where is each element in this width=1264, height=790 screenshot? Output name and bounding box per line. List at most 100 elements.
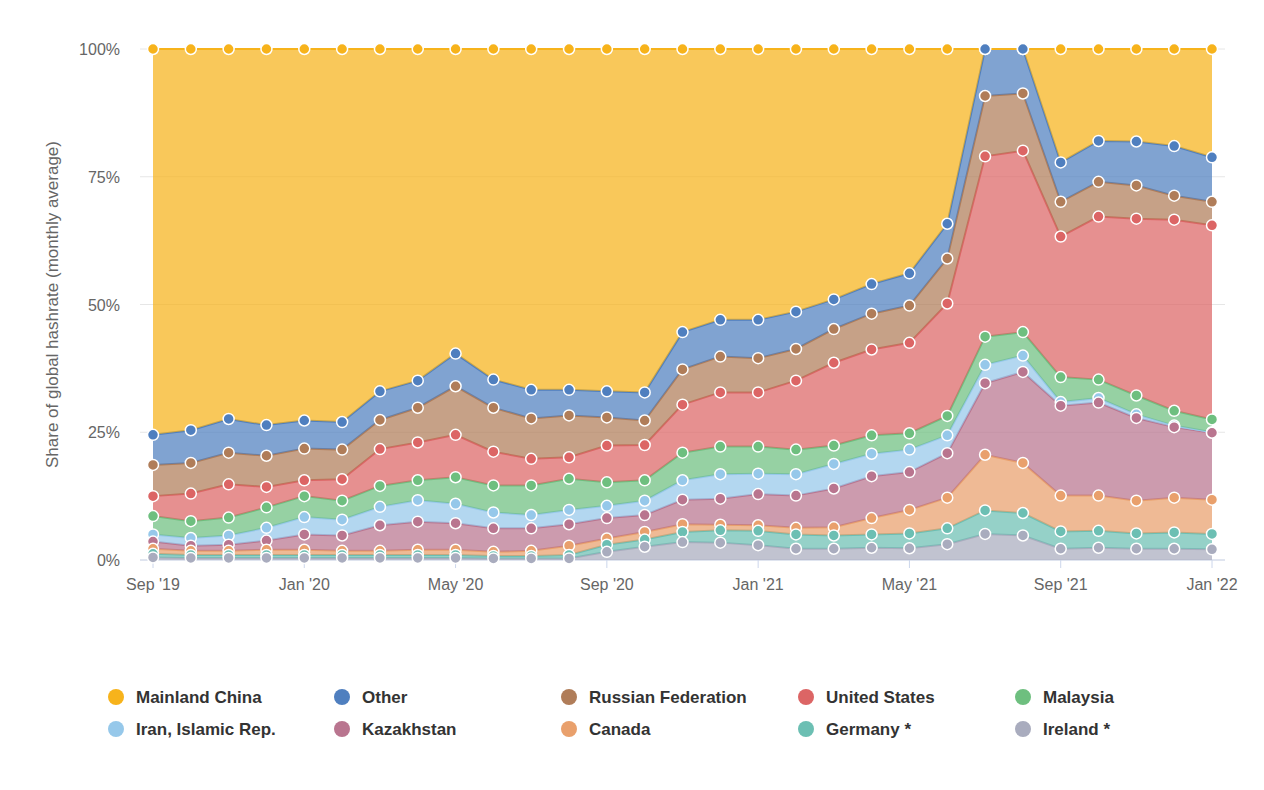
marker [526, 523, 537, 534]
marker [866, 513, 877, 524]
legend-label: Ireland * [1043, 720, 1110, 739]
marker [639, 44, 650, 55]
plot-area [148, 44, 1218, 564]
marker [639, 475, 650, 486]
marker [564, 384, 575, 395]
marker [337, 417, 348, 428]
marker [488, 523, 499, 534]
legend-label: Germany * [826, 720, 911, 739]
marker [753, 525, 764, 536]
marker [148, 429, 159, 440]
marker [677, 44, 688, 55]
x-tick [1212, 560, 1213, 568]
marker [450, 552, 461, 563]
marker [374, 414, 385, 425]
marker [980, 505, 991, 516]
marker [1207, 427, 1218, 438]
marker [790, 375, 801, 386]
marker [601, 386, 612, 397]
marker [488, 44, 499, 55]
marker [715, 387, 726, 398]
marker [1169, 44, 1180, 55]
marker [526, 480, 537, 491]
marker [1207, 494, 1218, 505]
x-tick [758, 560, 759, 568]
marker [148, 552, 159, 563]
legend-item[interactable]: Malaysia [1015, 688, 1114, 707]
markers [148, 145, 1218, 501]
marker [374, 552, 385, 563]
marker [185, 457, 196, 468]
marker [1093, 44, 1104, 55]
legend-item[interactable]: Kazakhstan [334, 720, 456, 739]
legend-label: Other [362, 688, 408, 707]
marker [412, 552, 423, 563]
marker [1169, 190, 1180, 201]
y-tick-label: 50% [88, 297, 120, 314]
marker [450, 498, 461, 509]
marker [1131, 180, 1142, 191]
markers [148, 350, 1218, 543]
y-axis-title: Share of global hashrate (monthly averag… [43, 141, 62, 468]
markers [148, 528, 1218, 564]
marker [828, 440, 839, 451]
marker [942, 44, 953, 55]
marker [942, 298, 953, 309]
marker [1093, 135, 1104, 146]
marker [904, 528, 915, 539]
marker [904, 337, 915, 348]
marker [904, 300, 915, 311]
marker [223, 552, 234, 563]
marker [942, 539, 953, 550]
marker [866, 279, 877, 290]
legend-label: Kazakhstan [362, 720, 456, 739]
legend-item[interactable]: Canada [561, 720, 651, 739]
marker [980, 528, 991, 539]
marker [223, 413, 234, 424]
marker [1017, 44, 1028, 55]
legend-item[interactable]: United States [798, 688, 935, 707]
marker [942, 410, 953, 421]
legend-label: Iran, Islamic Rep. [136, 720, 276, 739]
marker [1093, 211, 1104, 222]
legend-item[interactable]: Other [334, 688, 408, 707]
marker [412, 475, 423, 486]
marker [450, 429, 461, 440]
marker [790, 529, 801, 540]
legend-symbol [798, 689, 814, 705]
marker [412, 375, 423, 386]
marker [148, 44, 159, 55]
marker [1131, 543, 1142, 554]
legend-item[interactable]: Mainland China [108, 688, 262, 707]
marker [526, 44, 537, 55]
marker [374, 44, 385, 55]
marker [1055, 196, 1066, 207]
marker [790, 444, 801, 455]
marker [904, 467, 915, 478]
marker [753, 441, 764, 452]
marker [942, 253, 953, 264]
marker [677, 399, 688, 410]
legend-item[interactable]: Germany * [798, 720, 911, 739]
marker [1017, 327, 1028, 338]
marker [866, 529, 877, 540]
legend-item[interactable]: Iran, Islamic Rep. [108, 720, 276, 739]
marker [715, 493, 726, 504]
marker [904, 543, 915, 554]
marker [1131, 390, 1142, 401]
legend-item[interactable]: Russian Federation [561, 688, 747, 707]
x-tick-label: Jan '22 [1186, 576, 1237, 593]
legend-item[interactable]: Ireland * [1015, 720, 1110, 739]
marker [1055, 157, 1066, 168]
marker [1207, 152, 1218, 163]
x-tick-label: Sep '20 [580, 576, 634, 593]
marker [942, 430, 953, 441]
marker [715, 314, 726, 325]
area [153, 49, 1212, 465]
marker [412, 495, 423, 506]
legend-symbol [334, 689, 350, 705]
marker [564, 519, 575, 530]
marker [677, 537, 688, 548]
legend-symbol [798, 721, 814, 737]
marker [412, 402, 423, 413]
